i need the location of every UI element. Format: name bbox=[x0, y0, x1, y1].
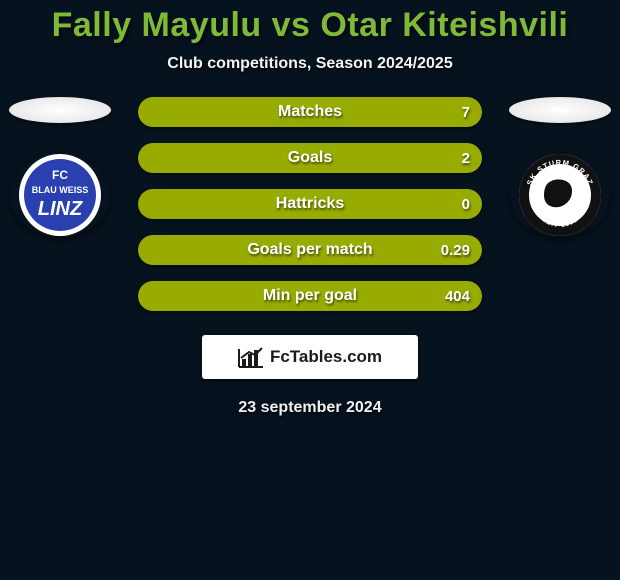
player-right-shadow bbox=[509, 97, 611, 123]
stat-bar: Goals2 bbox=[138, 143, 482, 173]
stat-bar-fill bbox=[138, 97, 482, 127]
player-left-shadow bbox=[9, 97, 111, 123]
player-right-crest: SK STURM GRAZ SEIT 1909 bbox=[510, 153, 610, 237]
player-left: FC BLAU WEISS LINZ bbox=[0, 97, 120, 237]
crest-left-line1: FC bbox=[52, 168, 68, 182]
crest-left-svg: FC BLAU WEISS LINZ bbox=[10, 153, 110, 237]
brand-text: FcTables.com bbox=[270, 347, 382, 367]
stat-bars: Matches7 Goals2 Hattricks0 Goals per match0… bbox=[138, 97, 482, 311]
page-title: Fally Mayulu vs Otar Kiteishvili bbox=[52, 6, 569, 45]
stat-bar: Min per goal404 bbox=[138, 281, 482, 311]
crest-left-line3: LINZ bbox=[38, 198, 83, 220]
stat-bar: Hattricks0 bbox=[138, 189, 482, 219]
player-left-crest: FC BLAU WEISS LINZ bbox=[10, 153, 110, 237]
player-right: SK STURM GRAZ SEIT 1909 bbox=[500, 97, 620, 237]
crest-left-line2: BLAU WEISS bbox=[32, 185, 89, 195]
stage: FC BLAU WEISS LINZ SK STURM GRAZ bbox=[0, 97, 620, 417]
brand-icon bbox=[238, 346, 264, 368]
stat-bar-fill bbox=[138, 189, 482, 219]
date-text: 23 september 2024 bbox=[0, 399, 620, 417]
stat-bar-fill bbox=[138, 281, 482, 311]
infographic: Fally Mayulu vs Otar Kiteishvili Club co… bbox=[0, 0, 620, 580]
stat-bar: Matches7 bbox=[138, 97, 482, 127]
stat-bar-fill bbox=[138, 143, 482, 173]
stat-bar-fill bbox=[138, 235, 482, 265]
brand-box: FcTables.com bbox=[202, 335, 418, 379]
stat-bar: Goals per match0.29 bbox=[138, 235, 482, 265]
subtitle: Club competitions, Season 2024/2025 bbox=[167, 55, 452, 73]
crest-right-svg: SK STURM GRAZ SEIT 1909 bbox=[510, 153, 610, 237]
